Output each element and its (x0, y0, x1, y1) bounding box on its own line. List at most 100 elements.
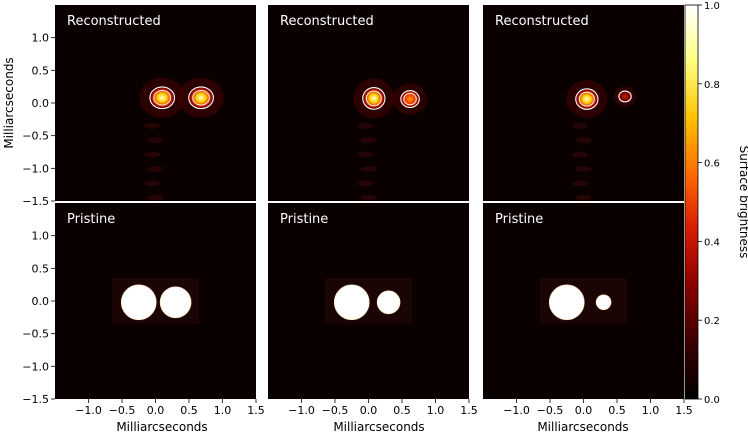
colorbar: 0.0 0.2 0.4 0.6 0.8 1.0 Surface brightness (684, 1, 748, 406)
panel-pristine-2: Pristine (268, 203, 469, 399)
panel-reconstructed-3: Reconstructed (483, 5, 684, 201)
contour-inner (403, 92, 417, 106)
x-tick-label: −1.0 (75, 404, 102, 417)
x-tick-label: −0.5 (109, 404, 136, 417)
panel-label: Reconstructed (495, 14, 589, 29)
pristine-source-1 (333, 284, 370, 321)
colorbar-tick-label: 1.0 (704, 1, 720, 12)
sidelobe (572, 122, 589, 129)
sidelobe (144, 180, 161, 187)
sidelobe (360, 194, 377, 201)
sidelobe (357, 122, 374, 129)
x-tick-label: 1.0 (642, 404, 660, 417)
x-tick-label: 0.0 (360, 404, 378, 417)
x-tick-label: 1.0 (214, 404, 232, 417)
x-tick-label: 0.0 (575, 404, 593, 417)
panel-reconstructed-2: Reconstructed (268, 5, 469, 201)
x-tick-label: 1.5 (247, 404, 265, 417)
colorbar-ticks: 0.0 0.2 0.4 0.6 0.8 1.0 (698, 1, 720, 406)
x-tick-label: −0.5 (537, 404, 564, 417)
contour-outer (362, 87, 386, 110)
panel-label: Pristine (67, 212, 115, 227)
panel-reconstructed-1: Reconstructed (55, 5, 256, 201)
x-tick-label: −0.5 (322, 404, 349, 417)
reconstructed-source-2 (187, 86, 215, 110)
contour-outer (149, 86, 176, 110)
sidelobe (572, 180, 589, 187)
sidelobe (575, 194, 592, 201)
x-tick-label: 0.5 (180, 404, 198, 417)
sidelobe (147, 137, 164, 144)
reconstructed-source-1 (361, 86, 386, 111)
x-tick-label: 0.0 (147, 404, 165, 417)
y-tick-label: −1.5 (22, 393, 49, 406)
colorbar-gradient (684, 4, 699, 400)
x-axis-label-col2: Milliarcseconds (333, 420, 424, 434)
x-axis-label-col1: Milliarcseconds (116, 420, 207, 434)
sidelobe (572, 151, 589, 158)
colorbar-tick-label: 0.6 (704, 159, 720, 170)
x-tick-label: 1.5 (460, 404, 478, 417)
x-axis-label-col3: Milliarcseconds (537, 420, 628, 434)
reconstructed-source-2 (618, 90, 632, 103)
pristine-source-2 (159, 286, 192, 319)
colorbar-tick-label: 0.8 (704, 80, 720, 91)
panel-pristine-3: Pristine (483, 203, 684, 399)
contour-inner (365, 90, 382, 107)
contour-outer (618, 90, 632, 103)
sidelobe (575, 165, 592, 172)
x-tick-label: 0.5 (608, 404, 626, 417)
y-tick-label: −0.5 (22, 130, 49, 143)
contour-outer (188, 86, 214, 110)
sidelobe (360, 137, 377, 144)
y-axis-label: Milliarcseconds (2, 57, 16, 148)
contour-inner (192, 89, 210, 106)
image-panels: Reconstructed Reconstructed Reconstructed P… (55, 5, 684, 399)
x-tick-label: −1.0 (288, 404, 315, 417)
pristine-source-1 (548, 284, 585, 321)
axes: 1.0 0.5 0.0 −0.5 −1.0 −1.5 1.0 0.5 0.0 −0.5 −1.0 −1… (22, 32, 692, 417)
sidelobe (357, 180, 374, 187)
y-tick-label: 0.0 (32, 295, 50, 308)
sidelobe (360, 165, 377, 172)
colorbar-tick-label: 0.2 (704, 316, 720, 327)
sidelobe (147, 165, 164, 172)
y-tick-label: −0.5 (22, 328, 49, 341)
sidelobe (147, 194, 164, 201)
panel-pristine-1: Pristine (55, 203, 256, 399)
pristine-source-2 (376, 290, 401, 315)
contour-outer (400, 90, 420, 109)
sidelobe (144, 151, 161, 158)
y-tick-label: 1.0 (32, 230, 50, 243)
panel-label: Reconstructed (67, 14, 161, 29)
x-tick-label: 0.5 (393, 404, 411, 417)
colorbar-tick-label: 0.0 (704, 395, 720, 406)
colorbar-tick-label: 0.4 (704, 237, 720, 248)
contour-inner (153, 89, 172, 106)
x-tick-label: 1.0 (427, 404, 445, 417)
y-tick-label: 0.5 (32, 64, 50, 77)
panel-label: Pristine (280, 212, 328, 227)
y-tick-label: 1.0 (32, 32, 50, 45)
pristine-source-1 (120, 284, 157, 321)
contour-outer (575, 88, 599, 110)
x-tick-label: 1.5 (675, 404, 693, 417)
reconstructed-source-1 (574, 87, 599, 111)
sidelobe (144, 122, 161, 129)
reconstructed-source-2 (399, 89, 421, 109)
y-tick-label: −1.5 (22, 195, 49, 208)
y-tick-label: 0.0 (32, 97, 50, 110)
reconstructed-source-1 (148, 86, 176, 110)
y-tick-label: −1.0 (22, 360, 49, 373)
y-tick-label: −1.0 (22, 162, 49, 175)
colorbar-label: Surface brightness (737, 146, 748, 259)
panel-label: Pristine (495, 212, 543, 227)
panel-label: Reconstructed (280, 14, 374, 29)
sidelobe (575, 137, 592, 144)
sidelobe (357, 151, 374, 158)
y-tick-label: 0.5 (32, 262, 50, 275)
x-tick-label: −1.0 (503, 404, 530, 417)
contour-inner (578, 91, 595, 107)
pristine-source-2 (595, 294, 612, 311)
